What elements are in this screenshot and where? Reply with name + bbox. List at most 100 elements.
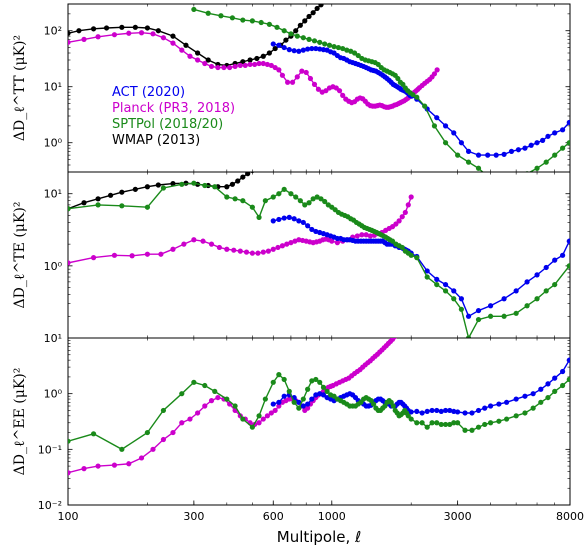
data-point-wmap-2013 [240, 174, 246, 180]
data-point-wmap-2013 [132, 24, 138, 30]
data-point-wmap-2013 [240, 59, 246, 65]
data-point-planck-pr3-2018 [191, 237, 197, 243]
data-point-act-2020 [458, 140, 464, 146]
data-point-planck-pr3-2018 [336, 88, 343, 94]
data-point-planck-pr3-2018 [288, 240, 294, 246]
series-line-sptpol-2018-20 [193, 8, 570, 172]
data-point-wmap-2013 [170, 181, 176, 187]
data-point-act-2020 [540, 137, 546, 144]
data-point-wmap-2013 [260, 53, 266, 59]
data-point-planck-pr3-2018 [208, 398, 215, 404]
data-point-planck-pr3-2018 [279, 72, 286, 78]
data-point-sptpol-2018-20 [422, 103, 428, 109]
data-point-wmap-2013 [229, 181, 236, 187]
data-point-sptpol-2018-20 [300, 396, 306, 402]
data-point-act-2020 [429, 407, 435, 414]
y-tick-label: 10² [44, 25, 62, 38]
data-point-sptpol-2018-20 [534, 296, 540, 302]
data-point-act-2020 [485, 152, 491, 158]
data-point-sptpol-2018-20 [270, 379, 276, 385]
data-point-sptpol-2018-20 [317, 39, 323, 45]
y-tick-label: 10⁰ [44, 137, 63, 150]
data-point-act-2020 [442, 407, 449, 414]
data-point-sptpol-2018-20 [534, 165, 540, 171]
data-point-planck-pr3-2018 [392, 338, 397, 340]
data-point-act-2020 [552, 375, 558, 381]
data-point-planck-pr3-2018 [170, 246, 176, 252]
data-point-wmap-2013 [205, 57, 211, 63]
x-tick-label: 300 [183, 510, 204, 523]
data-point-act-2020 [270, 401, 276, 407]
data-point-sptpol-2018-20 [276, 191, 282, 197]
data-point-planck-pr3-2018 [208, 241, 215, 247]
data-point-wmap-2013 [155, 28, 161, 34]
data-point-act-2020 [281, 215, 287, 221]
data-point-planck-pr3-2018 [279, 243, 286, 249]
data-point-wmap-2013 [318, 4, 324, 8]
data-point-act-2020 [286, 47, 292, 53]
data-point-act-2020 [552, 130, 558, 136]
data-point-planck-pr3-2018 [289, 79, 296, 85]
data-point-sptpol-2018-20 [414, 255, 420, 261]
data-point-planck-pr3-2018 [396, 218, 402, 224]
data-point-wmap-2013 [76, 28, 82, 34]
data-point-sptpol-2018-20 [410, 92, 416, 98]
data-point-wmap-2013 [323, 4, 326, 5]
series-group [68, 321, 570, 476]
data-point-planck-pr3-2018 [276, 67, 282, 73]
data-point-sptpol-2018-20 [317, 379, 323, 385]
data-point-wmap-2013 [119, 24, 125, 30]
data-point-planck-pr3-2018 [232, 63, 238, 70]
data-point-sptpol-2018-20 [389, 238, 396, 244]
data-point-act-2020 [286, 214, 292, 220]
data-point-sptpol-2018-20 [552, 281, 558, 288]
data-point-sptpol-2018-20 [232, 403, 238, 409]
data-point-sptpol-2018-20 [501, 313, 507, 319]
panel-te: 10⁰ 10¹ ΔD_ℓ^TE (μK)² [12, 171, 571, 339]
y-tick-label: 10⁻² [38, 499, 62, 512]
data-point-planck-pr3-2018 [247, 61, 253, 68]
data-point-sptpol-2018-20 [240, 198, 246, 204]
data-point-planck-pr3-2018 [129, 253, 135, 259]
data-point-act-2020 [309, 226, 315, 233]
data-point-wmap-2013 [250, 172, 255, 174]
data-point-act-2020 [524, 279, 530, 285]
data-point-sptpol-2018-20 [487, 420, 494, 426]
data-point-planck-pr3-2018 [329, 238, 335, 244]
data-point-planck-pr3-2018 [265, 248, 271, 254]
data-point-wmap-2013 [195, 50, 201, 56]
data-point-act-2020 [300, 403, 306, 409]
data-point-act-2020 [414, 408, 420, 415]
data-point-planck-pr3-2018 [260, 249, 266, 255]
data-point-act-2020 [281, 393, 287, 399]
data-point-sptpol-2018-20 [306, 200, 312, 206]
data-point-planck-pr3-2018 [405, 321, 410, 326]
data-point-planck-pr3-2018 [260, 416, 266, 422]
data-point-sptpol-2018-20 [513, 413, 519, 419]
data-point-act-2020 [475, 307, 482, 314]
data-point-planck-pr3-2018 [398, 328, 403, 333]
data-point-planck-pr3-2018 [111, 462, 118, 468]
data-point-planck-pr3-2018 [187, 53, 193, 59]
data-point-sptpol-2018-20 [429, 420, 435, 426]
data-point-sptpol-2018-20 [496, 418, 502, 424]
data-point-planck-pr3-2018 [90, 255, 97, 261]
series-group [68, 172, 570, 338]
data-point-wmap-2013 [272, 45, 278, 52]
data-point-act-2020 [522, 393, 528, 399]
data-point-planck-pr3-2018 [256, 420, 262, 426]
data-point-planck-pr3-2018 [275, 244, 281, 251]
data-point-sptpol-2018-20 [212, 184, 218, 190]
data-point-sptpol-2018-20 [212, 388, 218, 394]
data-point-wmap-2013 [245, 172, 251, 177]
data-point-sptpol-2018-20 [462, 427, 468, 433]
data-point-act-2020 [434, 276, 440, 282]
data-point-sptpol-2018-20 [218, 13, 224, 19]
data-point-planck-pr3-2018 [359, 232, 365, 238]
data-point-planck-pr3-2018 [200, 238, 206, 244]
data-point-sptpol-2018-20 [249, 204, 255, 210]
data-point-planck-pr3-2018 [252, 61, 258, 68]
data-point-sptpol-2018-20 [419, 420, 425, 426]
data-point-planck-pr3-2018 [126, 30, 132, 36]
